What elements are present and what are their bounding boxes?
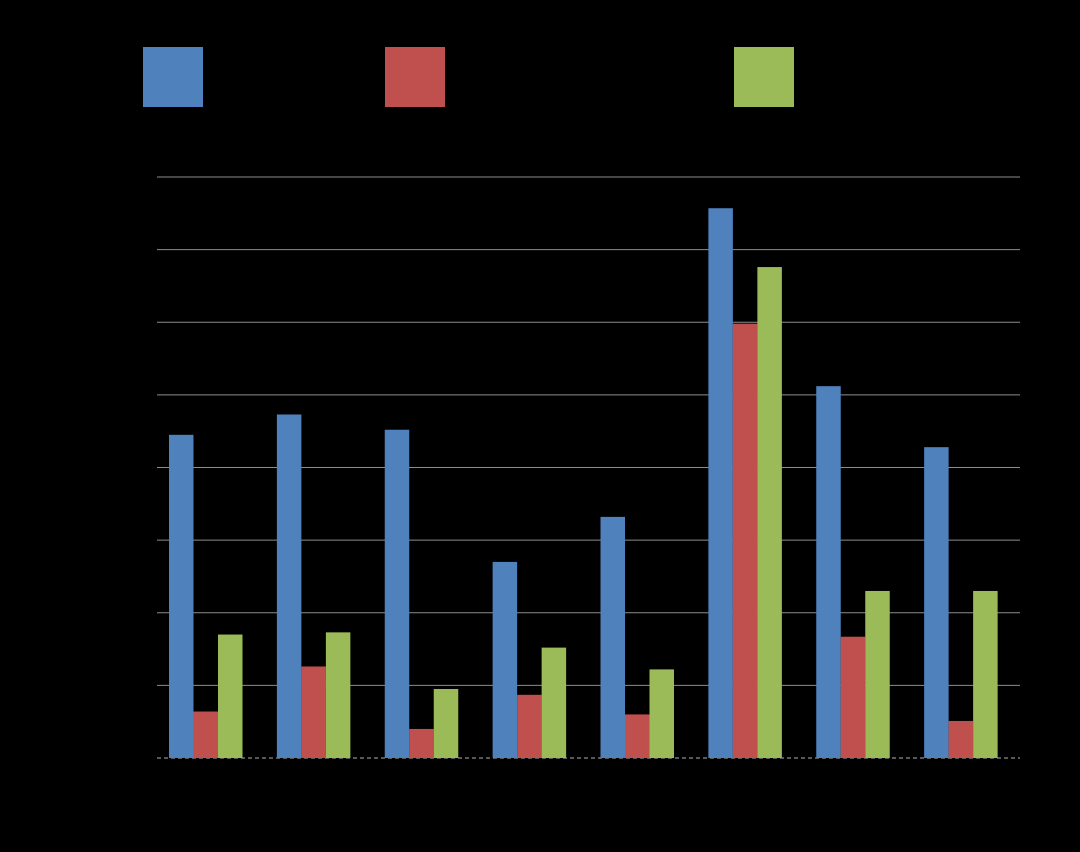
legend-swatch	[734, 47, 794, 107]
bar	[649, 669, 674, 758]
bar	[600, 516, 625, 758]
legend	[143, 47, 794, 107]
bar	[973, 590, 998, 758]
bar-group	[924, 447, 998, 758]
bar	[218, 634, 243, 758]
bar	[757, 267, 782, 758]
bar	[276, 414, 302, 758]
bar	[708, 208, 733, 758]
bar	[433, 689, 459, 758]
bar	[541, 647, 567, 758]
bar	[840, 636, 866, 758]
bar	[865, 590, 890, 758]
bar-group	[384, 429, 459, 758]
bar	[625, 714, 650, 758]
bar-groups	[169, 208, 998, 758]
bar	[409, 728, 434, 758]
bar-group	[276, 414, 351, 758]
bar	[301, 666, 326, 758]
bar	[193, 711, 218, 758]
bar	[948, 720, 974, 758]
bar	[169, 434, 194, 758]
legend-swatch	[385, 47, 445, 107]
bar	[816, 386, 841, 758]
bar	[517, 694, 542, 758]
bar	[384, 429, 410, 758]
bar	[492, 561, 518, 758]
legend-swatch	[143, 47, 203, 107]
bar	[924, 447, 949, 758]
bar-group	[492, 561, 567, 758]
bar-group	[708, 208, 782, 758]
bar-group	[169, 434, 243, 758]
bar-group	[600, 516, 674, 758]
bar-group	[816, 386, 890, 758]
bar	[325, 632, 351, 758]
bar	[732, 323, 758, 758]
